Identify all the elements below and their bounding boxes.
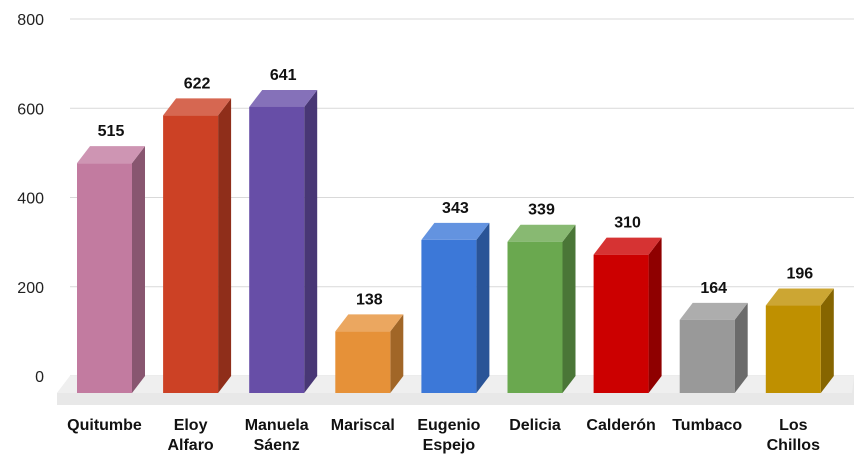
category-label: Eugenio bbox=[417, 417, 480, 434]
data-label: 310 bbox=[614, 215, 641, 232]
data-label: 339 bbox=[528, 202, 555, 219]
bar-front bbox=[77, 163, 132, 393]
category-label: Espejo bbox=[423, 437, 476, 454]
bar-front bbox=[679, 319, 735, 393]
bar-side bbox=[648, 237, 662, 393]
y-tick-label: 200 bbox=[17, 280, 44, 297]
bar-side bbox=[734, 302, 748, 393]
bar bbox=[679, 302, 748, 393]
data-label: 622 bbox=[184, 75, 211, 92]
bar-side bbox=[562, 224, 576, 393]
category-label: Manuela bbox=[245, 417, 309, 434]
y-tick-label: 600 bbox=[17, 101, 44, 118]
category-label: Calderón bbox=[586, 417, 655, 434]
bar-top bbox=[765, 288, 834, 306]
category-label: Tumbaco bbox=[672, 417, 742, 434]
bar-side bbox=[132, 146, 145, 393]
bars bbox=[77, 89, 834, 394]
bar-side bbox=[304, 89, 318, 394]
bar bbox=[507, 224, 576, 393]
bar-front bbox=[593, 254, 649, 393]
category-label: Eloy bbox=[174, 417, 208, 434]
bar bbox=[163, 98, 232, 394]
bar-top bbox=[593, 237, 662, 255]
data-label: 343 bbox=[442, 200, 469, 217]
y-tick-label: 0 bbox=[35, 369, 44, 386]
category-label: Mariscal bbox=[331, 417, 395, 434]
data-label: 138 bbox=[356, 291, 383, 308]
bar bbox=[765, 288, 834, 393]
bar-top bbox=[77, 146, 145, 164]
bar bbox=[593, 237, 662, 393]
bar bbox=[335, 314, 404, 393]
bar bbox=[77, 146, 145, 393]
x-axis: Quitumbe Eloy Alfaro Manuela Sáenz Mariscal Eu… bbox=[67, 417, 820, 454]
value-labels: 515 622 641 138 343 339 310 164 196 bbox=[98, 67, 814, 308]
category-label: Delicia bbox=[509, 417, 561, 434]
category-label: Alfaro bbox=[167, 437, 213, 454]
bar-front bbox=[421, 239, 477, 393]
bar-top bbox=[335, 314, 404, 332]
bar bbox=[249, 89, 318, 394]
category-label: Quitumbe bbox=[67, 417, 142, 434]
y-axis: 0 200 400 600 800 bbox=[17, 12, 44, 386]
bar-top bbox=[163, 98, 232, 116]
category-label: Chillos bbox=[767, 437, 820, 454]
bar-top bbox=[507, 224, 576, 242]
bar-top bbox=[249, 89, 318, 107]
bar-front bbox=[507, 241, 563, 393]
bar-side bbox=[820, 288, 834, 393]
y-tick-label: 400 bbox=[17, 191, 44, 208]
bar-side bbox=[476, 222, 490, 393]
bar-top bbox=[421, 222, 490, 240]
bar-front bbox=[335, 331, 391, 393]
bar bbox=[421, 222, 490, 393]
data-label: 641 bbox=[270, 67, 297, 84]
data-label: 196 bbox=[786, 266, 813, 283]
bar-top bbox=[679, 302, 748, 320]
data-label: 515 bbox=[98, 123, 125, 140]
bar-side bbox=[218, 98, 232, 394]
bar-front bbox=[765, 305, 821, 393]
bar-front bbox=[163, 115, 219, 394]
bar-side bbox=[390, 314, 404, 393]
category-label: Los bbox=[779, 417, 808, 434]
bar-front bbox=[249, 106, 305, 394]
y-tick-label: 800 bbox=[17, 12, 44, 29]
data-label: 164 bbox=[700, 280, 727, 297]
category-label: Sáenz bbox=[254, 437, 300, 454]
